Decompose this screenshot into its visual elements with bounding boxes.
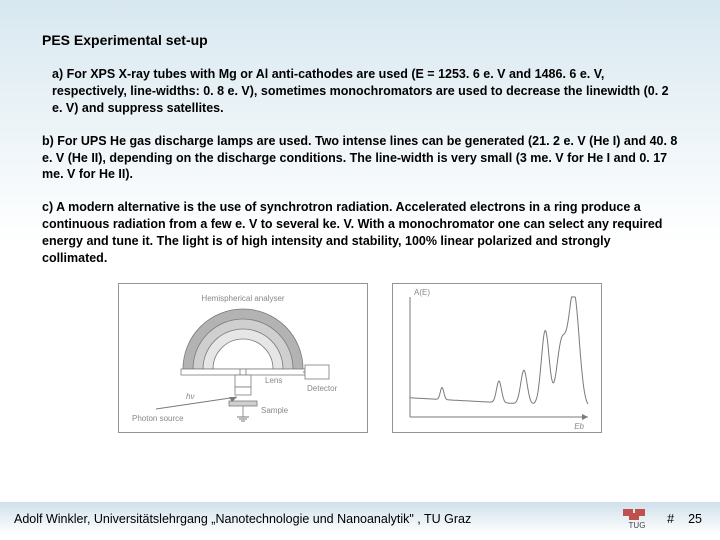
svg-text:Eb: Eb: [574, 422, 584, 431]
paragraph-a: a) For XPS X-ray tubes with Mg or Al ant…: [42, 66, 678, 117]
svg-text:Lens: Lens: [265, 376, 282, 385]
page-number: 25: [688, 512, 702, 526]
footer-text: Adolf Winkler, Universitätslehrgang „Nan…: [14, 512, 615, 526]
chart-spectrum: A(E) Eb: [392, 283, 602, 433]
page-number-group: # 25: [667, 512, 702, 526]
slide-content: PES Experimental set-up a) For XPS X-ray…: [0, 0, 720, 433]
footer-bar: Adolf Winkler, Universitätslehrgang „Nan…: [0, 502, 720, 534]
hash-label: #: [667, 512, 674, 526]
slide-title: PES Experimental set-up: [42, 32, 678, 48]
svg-text:Detector: Detector: [307, 384, 338, 393]
figure-row: Hemispherical analyser Lens Detector Photon…: [42, 283, 678, 433]
paragraph-c: c) A modern alternative is the use of sy…: [42, 199, 678, 267]
svg-text:Sample: Sample: [261, 406, 289, 415]
svg-text:hν: hν: [186, 392, 194, 401]
svg-text:Photon source: Photon source: [132, 414, 184, 423]
tug-logo-icon: TUG: [621, 508, 653, 530]
svg-text:A(E): A(E): [414, 288, 430, 297]
paragraph-b: b) For UPS He gas discharge lamps are us…: [42, 133, 678, 184]
diagram-analyser: Hemispherical analyser Lens Detector Photon…: [118, 283, 368, 433]
svg-text:TUG: TUG: [629, 521, 646, 530]
svg-text:Hemispherical analyser: Hemispherical analyser: [201, 294, 284, 303]
